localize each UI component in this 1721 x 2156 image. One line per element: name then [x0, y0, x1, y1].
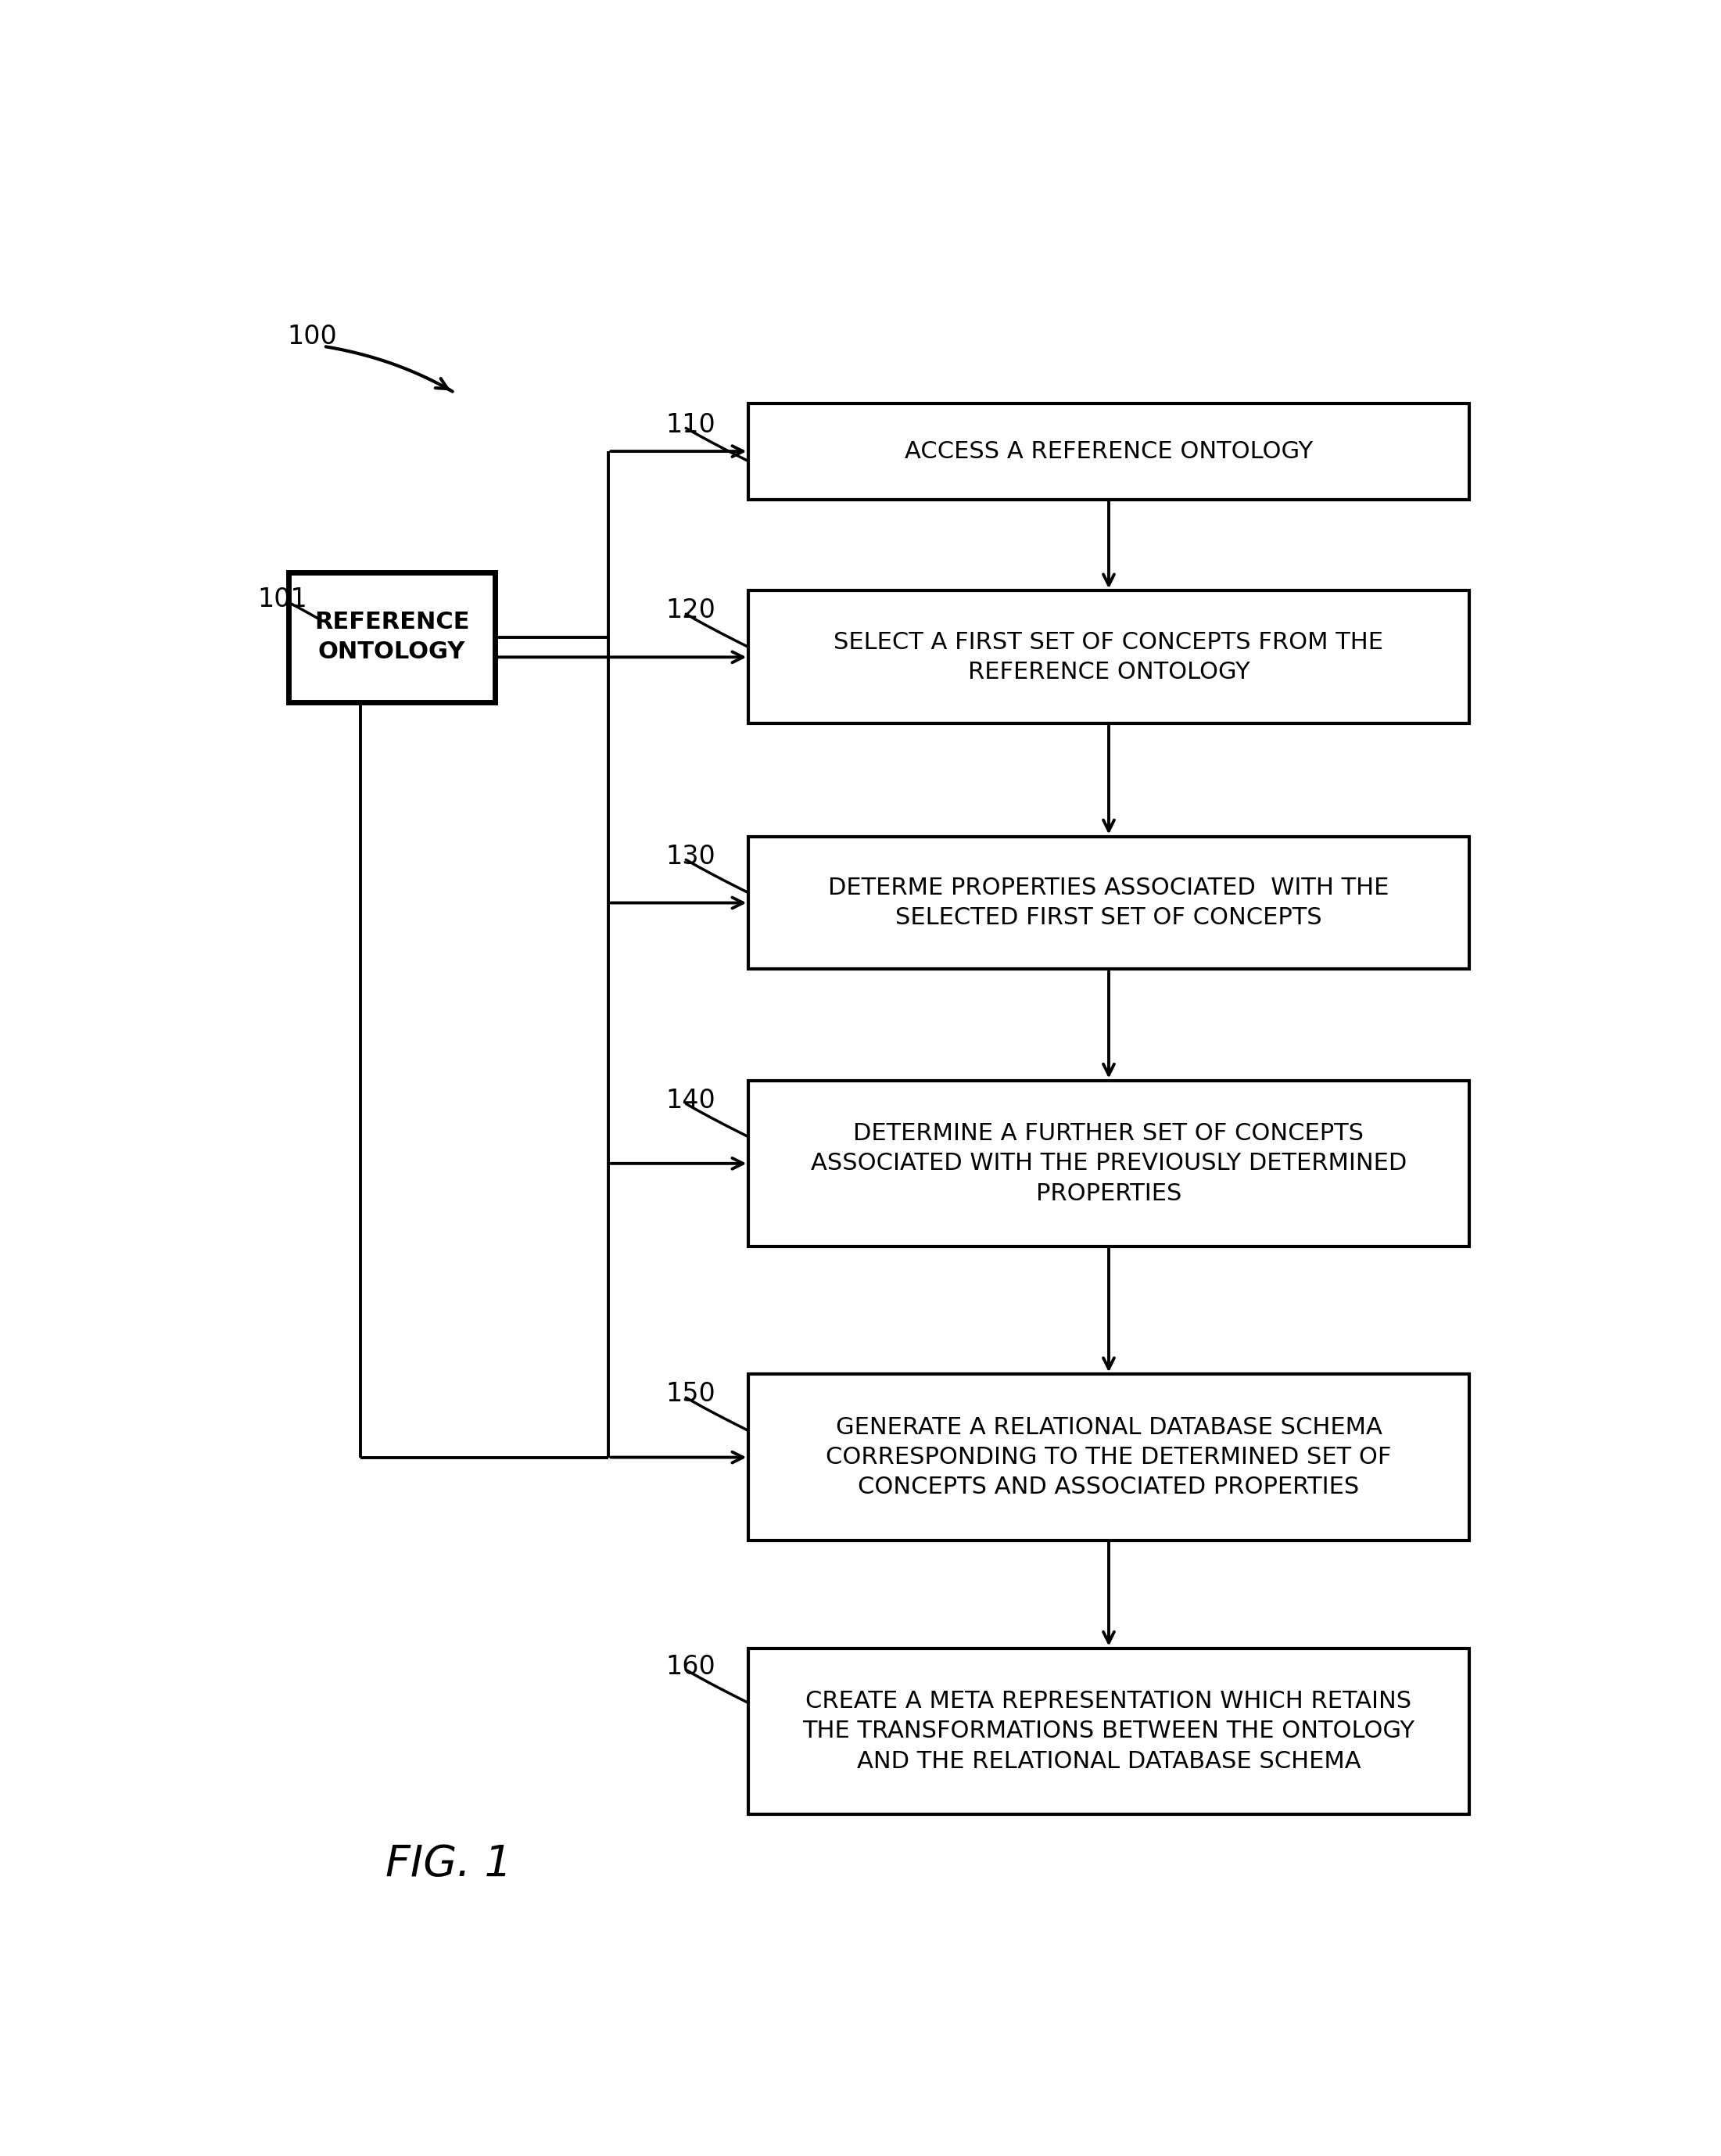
Text: FIG. 1: FIG. 1 [386, 1843, 511, 1884]
Text: REFERENCE
ONTOLOGY: REFERENCE ONTOLOGY [315, 610, 470, 664]
Text: CREATE A META REPRESENTATION WHICH RETAINS
THE TRANSFORMATIONS BETWEEN THE ONTOL: CREATE A META REPRESENTATION WHICH RETAI… [802, 1690, 1415, 1772]
Text: DETERME PROPERTIES ASSOCIATED  WITH THE
SELECTED FIRST SET OF CONCEPTS: DETERME PROPERTIES ASSOCIATED WITH THE S… [828, 877, 1389, 929]
Text: 130: 130 [666, 843, 716, 869]
Text: DETERMINE A FURTHER SET OF CONCEPTS
ASSOCIATED WITH THE PREVIOUSLY DETERMINED
PR: DETERMINE A FURTHER SET OF CONCEPTS ASSO… [811, 1123, 1406, 1205]
Text: 120: 120 [666, 597, 716, 623]
FancyBboxPatch shape [749, 1080, 1470, 1246]
Text: GENERATE A RELATIONAL DATABASE SCHEMA
CORRESPONDING TO THE DETERMINED SET OF
CON: GENERATE A RELATIONAL DATABASE SCHEMA CO… [826, 1416, 1392, 1498]
FancyBboxPatch shape [749, 1647, 1470, 1813]
Text: 101: 101 [258, 586, 308, 612]
Text: 150: 150 [666, 1382, 716, 1408]
Text: 160: 160 [666, 1654, 716, 1680]
FancyBboxPatch shape [289, 573, 496, 703]
FancyBboxPatch shape [749, 1373, 1470, 1539]
Text: 110: 110 [666, 412, 716, 438]
Text: ACCESS A REFERENCE ONTOLOGY: ACCESS A REFERENCE ONTOLOGY [905, 440, 1313, 464]
FancyBboxPatch shape [749, 403, 1470, 500]
Text: SELECT A FIRST SET OF CONCEPTS FROM THE
REFERENCE ONTOLOGY: SELECT A FIRST SET OF CONCEPTS FROM THE … [835, 632, 1384, 683]
FancyBboxPatch shape [749, 591, 1470, 724]
Text: 100: 100 [287, 323, 337, 349]
Text: 140: 140 [666, 1087, 716, 1112]
FancyBboxPatch shape [749, 837, 1470, 970]
